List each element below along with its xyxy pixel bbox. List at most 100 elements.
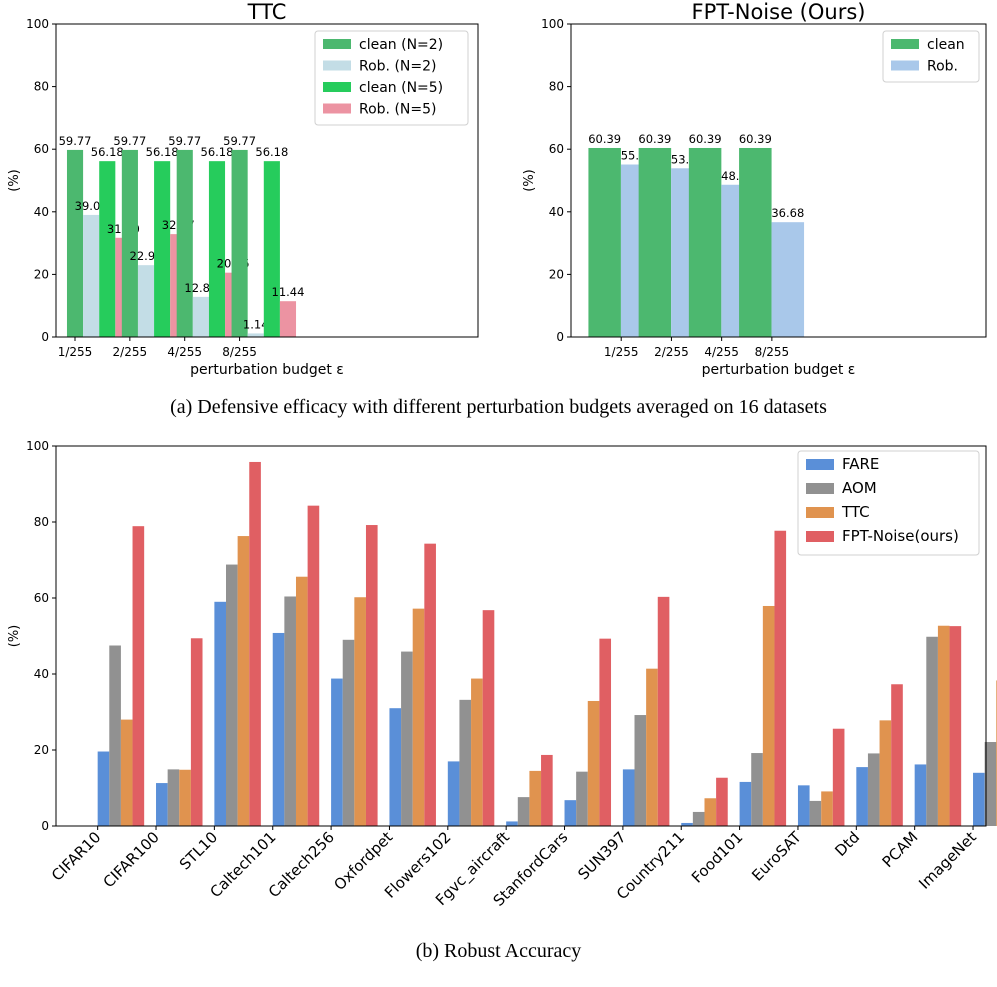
data-label: 59.77 <box>113 134 146 148</box>
bar-robust <box>156 783 168 826</box>
y-tick-label: 40 <box>34 667 49 681</box>
bar-robust <box>739 781 752 826</box>
bar-robust <box>517 797 530 826</box>
data-label: 1.14 <box>243 317 269 331</box>
bar-robust <box>879 720 892 826</box>
bar-robust <box>237 536 250 826</box>
bar-fpt <box>638 147 672 337</box>
x-tick-label: 2/255 <box>113 345 148 359</box>
bar-robust <box>354 597 366 826</box>
bar-robust <box>506 821 518 826</box>
bar-robust <box>984 742 997 826</box>
bar-robust <box>622 769 635 826</box>
bar-robust <box>167 769 180 826</box>
legend-label: Rob. (N=5) <box>359 102 437 118</box>
data-label: 56.18 <box>146 145 179 159</box>
legend-swatch <box>323 60 351 71</box>
bar-ttc <box>99 161 116 337</box>
legend-label: FPT-Noise(ours) <box>842 527 959 545</box>
bar-ttc <box>176 149 193 337</box>
bar-ttc <box>154 161 171 337</box>
bar-robust <box>226 564 238 826</box>
bar-robust <box>821 791 833 826</box>
bar-robust <box>856 767 868 826</box>
bar-robust <box>646 668 658 826</box>
x-tick-label: 4/255 <box>167 345 202 359</box>
data-label: 60.39 <box>638 132 671 146</box>
legend-swatch <box>323 82 351 92</box>
y-tick-label: 80 <box>34 80 49 94</box>
bar-robust <box>937 625 950 826</box>
bar-fpt <box>739 147 772 337</box>
bar-robust <box>914 764 927 826</box>
x-tick-label: ImageNet <box>915 828 980 893</box>
bar-robust <box>331 678 343 826</box>
y-tick-label: 100 <box>26 439 49 453</box>
bar-robust <box>809 800 822 826</box>
bar-robust <box>973 772 985 826</box>
data-label: 36.68 <box>771 206 804 220</box>
bar-robust <box>342 639 355 826</box>
y-tick-label: 20 <box>34 743 49 757</box>
x-tick-label: 4/255 <box>704 345 739 359</box>
x-tick-label: 1/255 <box>58 345 93 359</box>
bar-robust <box>751 753 763 826</box>
x-tick-label: Dtd <box>831 828 863 860</box>
legend-swatch <box>891 60 919 71</box>
bar-robust <box>97 751 110 826</box>
data-label: 60.39 <box>739 132 772 146</box>
data-label: 60.39 <box>588 132 621 146</box>
y-tick-label: 100 <box>541 17 564 31</box>
bar-robust <box>307 505 320 826</box>
bar-robust <box>762 605 775 826</box>
bar-ttc <box>208 161 226 337</box>
x-tick-label: SUN397 <box>574 828 629 883</box>
bar-robust <box>634 715 647 826</box>
legend-label: Rob. <box>927 59 958 75</box>
bar-robust <box>564 800 577 826</box>
y-axis-label: (%) <box>522 169 537 192</box>
legend-swatch <box>891 39 919 49</box>
bar-ttc <box>137 265 155 337</box>
data-label: 59.77 <box>223 134 256 148</box>
bar-robust <box>774 530 787 826</box>
bar-robust <box>529 770 542 826</box>
x-tick-label: Food101 <box>688 828 746 886</box>
bar-ttc <box>247 333 264 337</box>
data-label: 59.77 <box>59 134 92 148</box>
x-tick-label: 1/255 <box>604 345 639 359</box>
y-tick-label: 80 <box>549 80 564 94</box>
x-tick-label: PCAM <box>879 828 922 871</box>
legend-swatch <box>806 459 834 470</box>
y-tick-label: 0 <box>41 819 49 833</box>
data-label: 56.18 <box>91 145 124 159</box>
bar-robust <box>295 576 308 826</box>
x-tick-label: EuroSAT <box>748 828 805 885</box>
legend-label: AOM <box>842 479 877 497</box>
bar-fpt <box>588 147 621 337</box>
x-tick-label: STL10 <box>176 828 221 873</box>
bar-robust <box>109 645 121 826</box>
x-tick-label: CIFAR10 <box>48 828 105 885</box>
legend-label: FARE <box>842 455 879 473</box>
bar-robust <box>657 596 670 826</box>
y-tick-label: 0 <box>41 330 49 344</box>
bar-robust <box>447 761 460 826</box>
y-tick-label: 40 <box>549 205 564 219</box>
bar-ttc <box>231 149 248 337</box>
data-label: 60.39 <box>689 132 722 146</box>
bar-robust <box>272 632 285 826</box>
y-tick-label: 80 <box>34 515 49 529</box>
legend-label: clean (N=2) <box>359 37 443 53</box>
bar-robust <box>797 785 810 826</box>
plot-frame <box>55 23 479 338</box>
chart-fpt: FPT-Noise (Ours)60.3955.1160.3953.9060.3… <box>522 0 987 378</box>
y-tick-label: 60 <box>34 591 49 605</box>
caption-a: (a) Defensive efficacy with different pe… <box>170 396 827 418</box>
bar-robust <box>179 769 191 826</box>
x-tick-label: CIFAR100 <box>100 828 163 891</box>
y-tick-label: 60 <box>34 142 49 156</box>
plot-frame <box>55 445 987 827</box>
